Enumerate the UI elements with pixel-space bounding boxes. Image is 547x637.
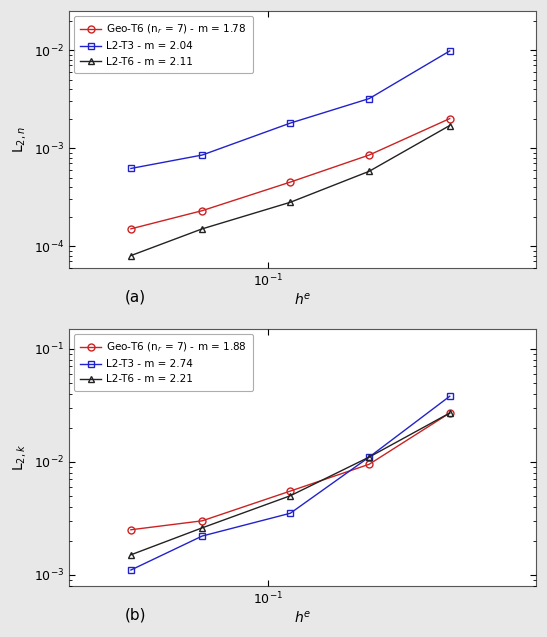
Legend: Geo-T6 (n$_r$ = 7) - m = 1.88, L2-T3 - m = 2.74, L2-T6 - m = 2.21: Geo-T6 (n$_r$ = 7) - m = 1.88, L2-T3 - m… [74, 334, 253, 390]
L2-T3 - m = 2.74 [199, 532, 206, 540]
Line: Geo-T6 (n$_r$ = 7) - m = 1.88: Geo-T6 (n$_r$ = 7) - m = 1.88 [127, 410, 453, 533]
Geo-T6 (n$_r$ = 7) - m = 1.88 [446, 409, 453, 417]
L2-T3 - m = 2.74 [366, 454, 373, 461]
Text: (a): (a) [125, 289, 146, 304]
Legend: Geo-T6 (n$_r$ = 7) - m = 1.78, L2-T3 - m = 2.04, L2-T6 - m = 2.11: Geo-T6 (n$_r$ = 7) - m = 1.78, L2-T3 - m… [74, 17, 253, 73]
L2-T6 - m = 2.21 [446, 409, 453, 417]
Line: Geo-T6 (n$_r$ = 7) - m = 1.78: Geo-T6 (n$_r$ = 7) - m = 1.78 [127, 115, 453, 233]
Geo-T6 (n$_r$ = 7) - m = 1.78 [127, 225, 134, 233]
Line: L2-T6 - m = 2.11: L2-T6 - m = 2.11 [127, 122, 453, 259]
Line: L2-T6 - m = 2.21: L2-T6 - m = 2.21 [127, 410, 453, 558]
L2-T6 - m = 2.21 [366, 454, 373, 461]
L2-T6 - m = 2.11 [199, 225, 206, 233]
L2-T6 - m = 2.21 [287, 492, 294, 499]
L2-T6 - m = 2.11 [127, 252, 134, 259]
Y-axis label: L$_{2,k}$: L$_{2,k}$ [11, 444, 28, 471]
L2-T3 - m = 2.74 [127, 566, 134, 574]
Geo-T6 (n$_r$ = 7) - m = 1.78 [366, 151, 373, 159]
L2-T3 - m = 2.74 [446, 392, 453, 400]
L2-T3 - m = 2.04 [199, 151, 206, 159]
Geo-T6 (n$_r$ = 7) - m = 1.88 [127, 526, 134, 534]
L2-T3 - m = 2.04 [446, 47, 453, 55]
Geo-T6 (n$_r$ = 7) - m = 1.78 [199, 207, 206, 215]
Text: (b): (b) [125, 607, 147, 622]
Geo-T6 (n$_r$ = 7) - m = 1.88 [287, 487, 294, 495]
L2-T6 - m = 2.21 [127, 551, 134, 559]
Geo-T6 (n$_r$ = 7) - m = 1.88 [366, 461, 373, 468]
Geo-T6 (n$_r$ = 7) - m = 1.88 [199, 517, 206, 525]
L2-T6 - m = 2.11 [446, 122, 453, 129]
L2-T6 - m = 2.11 [366, 168, 373, 175]
Geo-T6 (n$_r$ = 7) - m = 1.78 [446, 115, 453, 122]
L2-T3 - m = 2.04 [287, 119, 294, 127]
L2-T3 - m = 2.04 [127, 164, 134, 172]
X-axis label: $h^e$: $h^e$ [294, 610, 311, 626]
X-axis label: $h^e$: $h^e$ [294, 292, 311, 308]
L2-T6 - m = 2.21 [199, 524, 206, 532]
Line: L2-T3 - m = 2.74: L2-T3 - m = 2.74 [127, 393, 453, 573]
L2-T3 - m = 2.04 [366, 95, 373, 103]
Line: L2-T3 - m = 2.04: L2-T3 - m = 2.04 [127, 48, 453, 172]
L2-T6 - m = 2.11 [287, 199, 294, 206]
Geo-T6 (n$_r$ = 7) - m = 1.78 [287, 178, 294, 186]
L2-T3 - m = 2.74 [287, 510, 294, 517]
Y-axis label: L$_{2,n}$: L$_{2,n}$ [11, 126, 28, 153]
